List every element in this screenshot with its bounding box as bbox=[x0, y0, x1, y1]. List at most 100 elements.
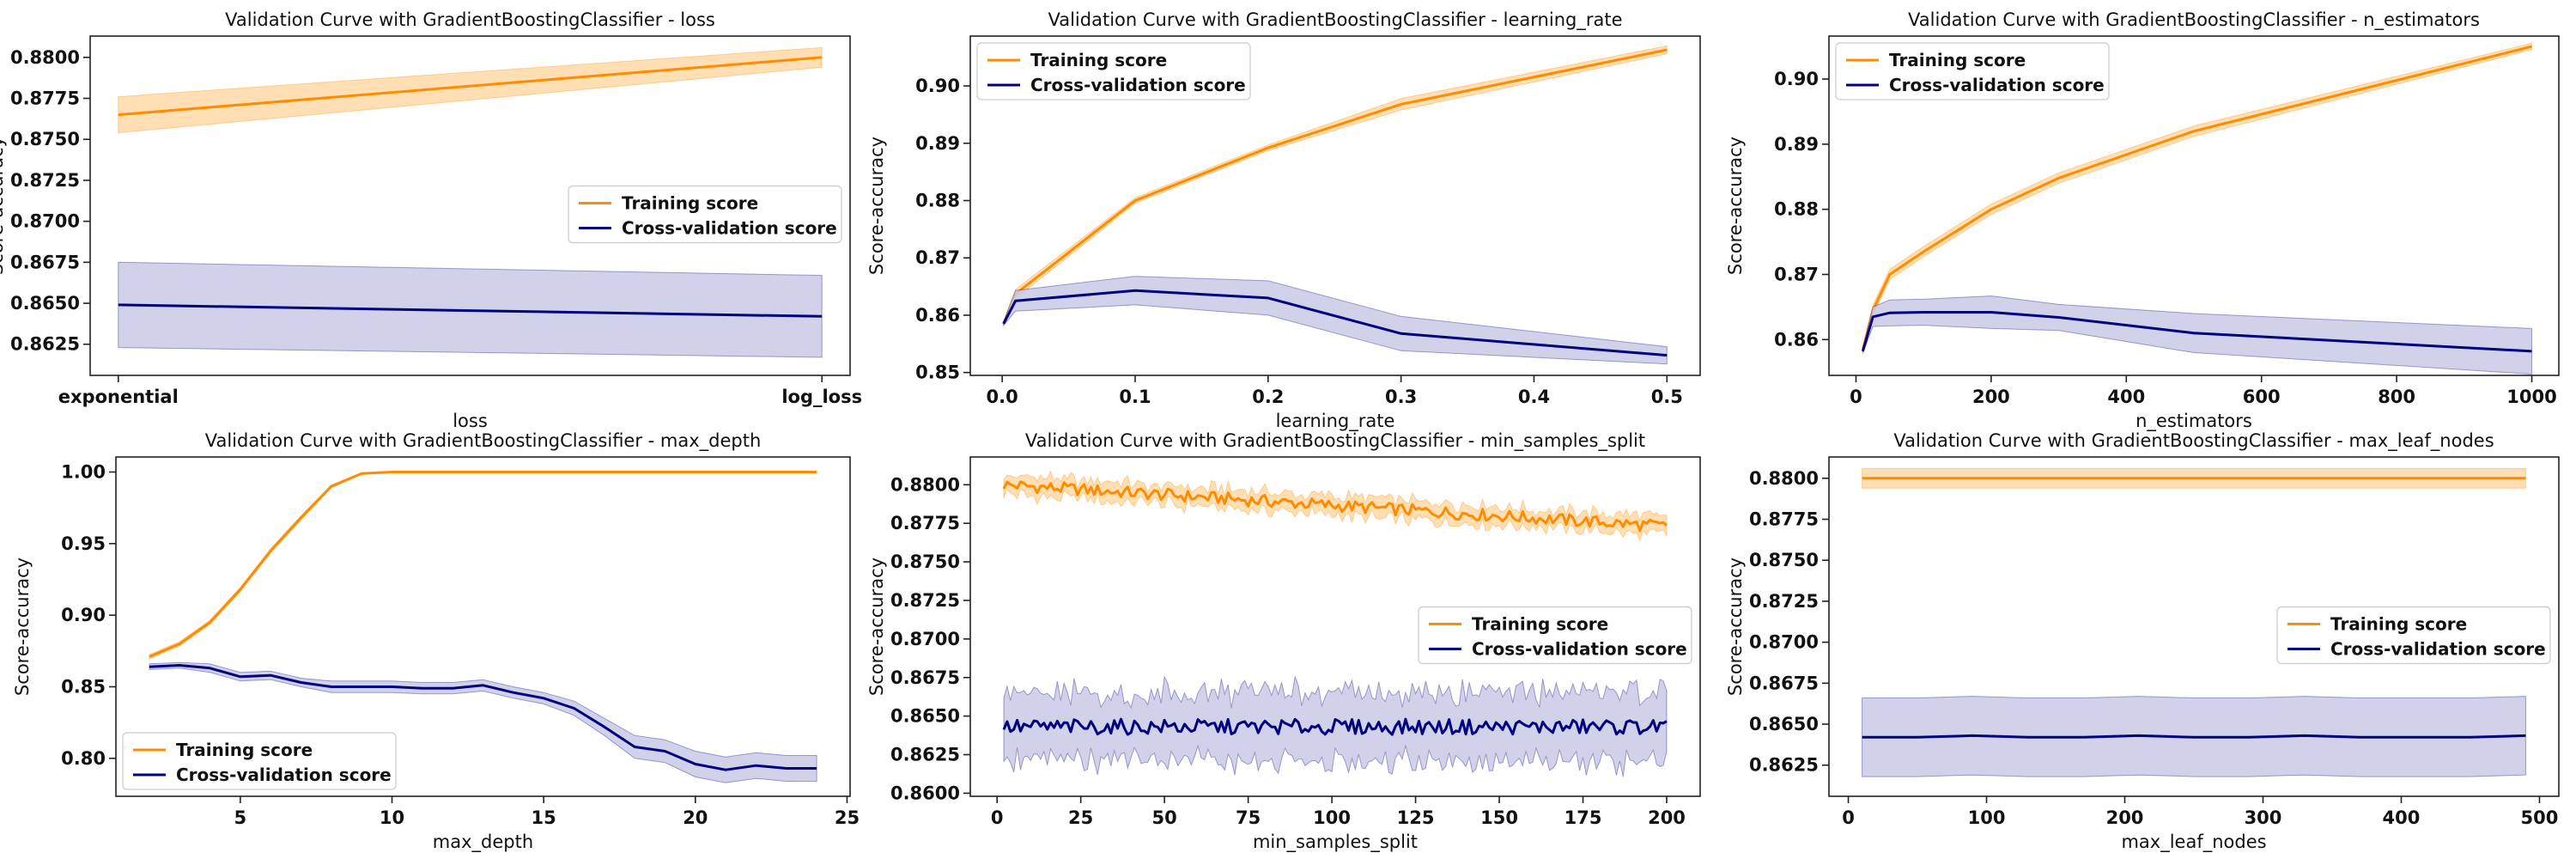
cv-score-line bbox=[118, 303, 823, 318]
x-tick-label: 75 bbox=[1236, 807, 1261, 828]
y-tick-label: 0.8650 bbox=[890, 706, 960, 727]
cv-score-line bbox=[1002, 289, 1668, 357]
x-tick-label: 100 bbox=[1313, 807, 1351, 828]
y-tick-label: 0.8650 bbox=[1749, 714, 1819, 734]
y-tick-label: 0.87 bbox=[1774, 264, 1819, 284]
axes-frame bbox=[1828, 456, 2560, 797]
y-tick-label: 0.88 bbox=[915, 190, 960, 210]
legend: Training score Cross-validation score bbox=[122, 732, 397, 790]
y-tick-label: 0.8625 bbox=[890, 745, 960, 765]
training-score-band bbox=[118, 46, 823, 134]
chart-panel: Validation Curve with GradientBoostingCl… bbox=[866, 430, 1701, 853]
legend-training-label: Training score bbox=[2330, 614, 2467, 635]
axes-frame bbox=[969, 456, 1701, 797]
legend-cv-label: Cross-validation score bbox=[1030, 75, 1246, 95]
y-tick-label: 0.85 bbox=[61, 677, 106, 698]
x-tick-label: 0.3 bbox=[1385, 387, 1417, 407]
y-tick-label: 1.00 bbox=[61, 462, 106, 483]
y-tick-label: 0.90 bbox=[915, 76, 960, 96]
chart-panel: Validation Curve with GradientBoostingCl… bbox=[0, 9, 862, 431]
axes-frame bbox=[1828, 35, 2560, 376]
chart-title: Validation Curve with GradientBoostingCl… bbox=[205, 430, 762, 452]
chart-title: Validation Curve with GradientBoostingCl… bbox=[1908, 9, 2480, 31]
x-tick-label: exponential bbox=[58, 387, 179, 407]
x-tick-label: 0.5 bbox=[1651, 387, 1683, 407]
cv-score-line bbox=[149, 664, 817, 771]
training-score-line bbox=[1861, 45, 2532, 350]
y-axis-label: Score-accuracy bbox=[1725, 137, 1746, 275]
legend: Training score Cross-validation score bbox=[1418, 606, 1692, 665]
legend-box bbox=[2276, 606, 2551, 665]
x-tick-label: 15 bbox=[532, 807, 556, 828]
x-tick-label: 200 bbox=[2106, 807, 2144, 828]
y-axis-label: Score-accuracy bbox=[866, 557, 887, 696]
x-tick-label: 0.0 bbox=[987, 387, 1018, 407]
x-tick-label: 25 bbox=[835, 807, 860, 828]
chart-panel: Validation Curve with GradientBoostingCl… bbox=[1725, 9, 2560, 432]
x-tick-label: 0 bbox=[991, 807, 1004, 828]
legend-box bbox=[1418, 606, 1692, 665]
x-tick-label: log_loss bbox=[781, 387, 862, 407]
y-tick-label: 0.89 bbox=[915, 133, 960, 154]
x-tick-label: 100 bbox=[1968, 807, 2006, 828]
legend-training-label: Training score bbox=[176, 740, 313, 760]
legend: Training score Cross-validation score bbox=[568, 185, 842, 244]
axes-frame bbox=[969, 35, 1701, 376]
x-tick-label: 200 bbox=[1972, 387, 2010, 407]
training-score-band bbox=[1862, 42, 2532, 352]
y-tick-label: 0.86 bbox=[1774, 329, 1819, 350]
y-axis-label: Score-accuracy bbox=[12, 557, 33, 696]
legend-training-label: Training score bbox=[622, 193, 758, 214]
y-axis-label: Score-accuracy bbox=[1725, 557, 1746, 696]
y-tick-label: 0.8675 bbox=[890, 667, 960, 688]
x-tick-label: 10 bbox=[380, 807, 404, 828]
y-tick-label: 0.8775 bbox=[890, 513, 960, 533]
y-tick-label: 0.90 bbox=[61, 605, 106, 625]
chart-panel: Validation Curve with GradientBoostingCl… bbox=[1725, 430, 2560, 853]
y-tick-label: 0.8725 bbox=[10, 170, 80, 191]
legend-box bbox=[976, 42, 1251, 101]
legend-box bbox=[1835, 42, 2110, 101]
legend: Training score Cross-validation score bbox=[1835, 42, 2110, 101]
y-tick-label: 0.8725 bbox=[890, 590, 960, 611]
y-axis-label: Score-accuracy bbox=[866, 137, 887, 275]
x-axis-label: learning_rate bbox=[1276, 411, 1395, 432]
legend-cv-label: Cross-validation score bbox=[2330, 639, 2546, 660]
legend-cv-label: Cross-validation score bbox=[1889, 75, 2105, 95]
x-axis-label: loss bbox=[453, 411, 488, 431]
x-tick-label: 400 bbox=[2383, 807, 2421, 828]
x-tick-label: 400 bbox=[2107, 387, 2145, 407]
chart-title: Validation Curve with GradientBoostingCl… bbox=[1893, 430, 2494, 452]
y-tick-label: 0.8700 bbox=[1749, 632, 1819, 653]
x-tick-label: 600 bbox=[2243, 387, 2281, 407]
legend-training-label: Training score bbox=[1889, 50, 2026, 70]
x-tick-label: 0 bbox=[1850, 387, 1862, 407]
chart-title: Validation Curve with GradientBoostingCl… bbox=[225, 9, 715, 30]
x-tick-label: 1000 bbox=[2506, 387, 2556, 407]
x-tick-label: 175 bbox=[1564, 807, 1602, 828]
x-axis-label: max_depth bbox=[433, 832, 533, 853]
legend-cv-label: Cross-validation score bbox=[176, 765, 392, 785]
axes-frame bbox=[89, 35, 851, 376]
legend-box bbox=[568, 185, 842, 244]
y-tick-label: 0.8775 bbox=[1749, 509, 1819, 530]
legend: Training score Cross-validation score bbox=[976, 42, 1251, 101]
legend-training-label: Training score bbox=[1030, 50, 1167, 70]
y-tick-label: 0.95 bbox=[61, 533, 106, 554]
y-tick-label: 0.8625 bbox=[10, 334, 80, 355]
training-score-line bbox=[149, 471, 817, 658]
y-tick-label: 0.8750 bbox=[10, 129, 80, 149]
chart-title: Validation Curve with GradientBoostingCl… bbox=[1048, 9, 1622, 31]
x-axis-label: min_samples_split bbox=[1253, 832, 1418, 853]
x-tick-label: 25 bbox=[1068, 807, 1093, 828]
x-tick-label: 300 bbox=[2245, 807, 2282, 828]
x-tick-label: 0.2 bbox=[1252, 387, 1284, 407]
y-tick-label: 0.8700 bbox=[10, 211, 80, 232]
cv-score-band bbox=[1003, 674, 1668, 777]
training-score-line bbox=[118, 56, 823, 117]
legend-training-label: Training score bbox=[1472, 614, 1608, 635]
y-tick-label: 0.8625 bbox=[1749, 755, 1819, 776]
chart-title: Validation Curve with GradientBoostingCl… bbox=[1025, 430, 1645, 452]
y-tick-label: 0.8650 bbox=[10, 293, 80, 314]
